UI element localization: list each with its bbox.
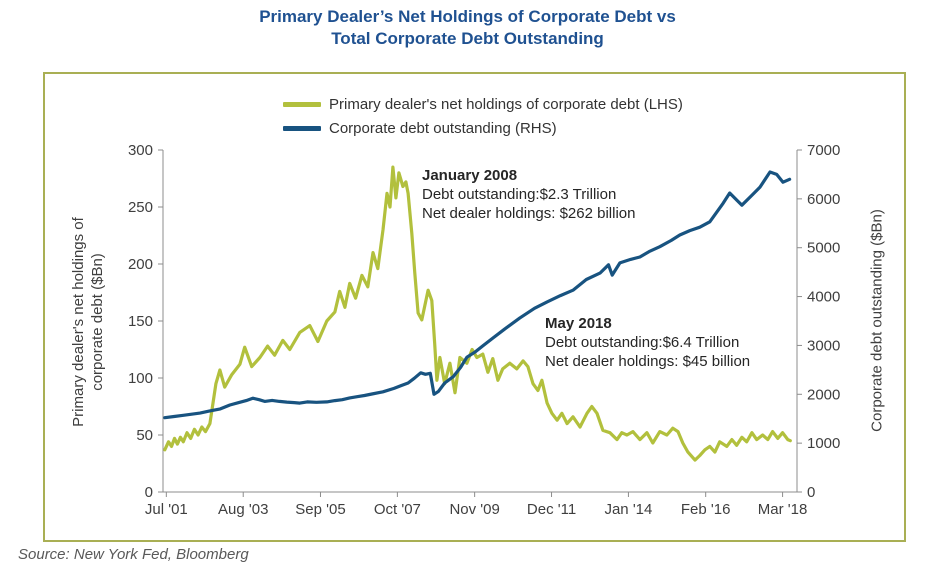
- green-line-swatch: [283, 101, 321, 107]
- annotation-january-2008: January 2008 Debt outstanding:$2.3 Trill…: [422, 166, 635, 223]
- svg-text:2000: 2000: [807, 386, 840, 403]
- svg-text:Oct '07: Oct '07: [374, 501, 421, 518]
- annotation-line: Net dealer holdings: $45 billion: [545, 353, 751, 370]
- svg-text:Dec '11: Dec '11: [527, 501, 576, 518]
- source-credit: Source: New York Fed, Bloomberg: [18, 546, 249, 563]
- page-title-line1: Primary Dealer’s Net Holdings of Corpora…: [259, 7, 676, 26]
- annotation-line: Net dealer holdings: $262 billion: [422, 205, 636, 222]
- svg-text:3000: 3000: [807, 337, 840, 354]
- svg-text:7000: 7000: [807, 142, 840, 159]
- annotation-title: January 2008: [422, 167, 518, 184]
- svg-text:200: 200: [128, 256, 153, 273]
- svg-text:50: 50: [136, 427, 153, 444]
- svg-text:250: 250: [128, 199, 153, 216]
- svg-text:150: 150: [128, 313, 153, 330]
- chart-card: 0 50 100 150 200 250 300 0 1000 2000 3000 4000 5000 6…: [43, 72, 906, 542]
- svg-text:Jul '01: Jul '01: [145, 501, 188, 518]
- svg-text:Aug '03: Aug '03: [218, 501, 268, 518]
- svg-text:Jan '14: Jan '14: [604, 501, 652, 518]
- svg-text:100: 100: [128, 370, 153, 387]
- annotation-line: Debt outstanding:$6.4 Trillion: [545, 334, 740, 351]
- legend-item-debt-outstanding: Corporate debt outstanding (RHS): [283, 116, 683, 140]
- svg-text:Feb '16: Feb '16: [681, 501, 731, 518]
- svg-text:Sep '05: Sep '05: [295, 501, 345, 518]
- chart-legend: Primary dealer's net holdings of corpora…: [283, 92, 683, 140]
- right-axis-title: Corporate debt outstanding ($Bn): [868, 209, 886, 432]
- left-axis-title: Primary dealer's net holdings of corpora…: [70, 217, 106, 427]
- svg-text:0: 0: [145, 484, 153, 501]
- svg-text:6000: 6000: [807, 191, 840, 208]
- blue-line-swatch: [283, 125, 321, 131]
- page-title: Primary Dealer’s Net Holdings of Corpora…: [0, 6, 935, 50]
- svg-text:Nov '09: Nov '09: [449, 501, 499, 518]
- page-title-line2: Total Corporate Debt Outstanding: [331, 29, 604, 48]
- svg-text:300: 300: [128, 142, 153, 159]
- annotation-line: Debt outstanding:$2.3 Trillion: [422, 186, 617, 203]
- svg-text:5000: 5000: [807, 240, 840, 257]
- svg-text:4000: 4000: [807, 289, 840, 306]
- svg-text:Mar '18: Mar '18: [758, 501, 808, 518]
- legend-label: Corporate debt outstanding (RHS): [329, 119, 557, 137]
- chart-canvas: 0501001502002503000100020003000400050006…: [128, 142, 840, 518]
- legend-item-net-holdings: Primary dealer's net holdings of corpora…: [283, 92, 683, 116]
- legend-label: Primary dealer's net holdings of corpora…: [329, 95, 683, 113]
- svg-text:1000: 1000: [807, 435, 840, 452]
- annotation-may-2018: May 2018 Debt outstanding:$6.4 Trillion …: [545, 314, 750, 371]
- svg-text:0: 0: [807, 484, 815, 501]
- annotation-title: May 2018: [545, 315, 612, 332]
